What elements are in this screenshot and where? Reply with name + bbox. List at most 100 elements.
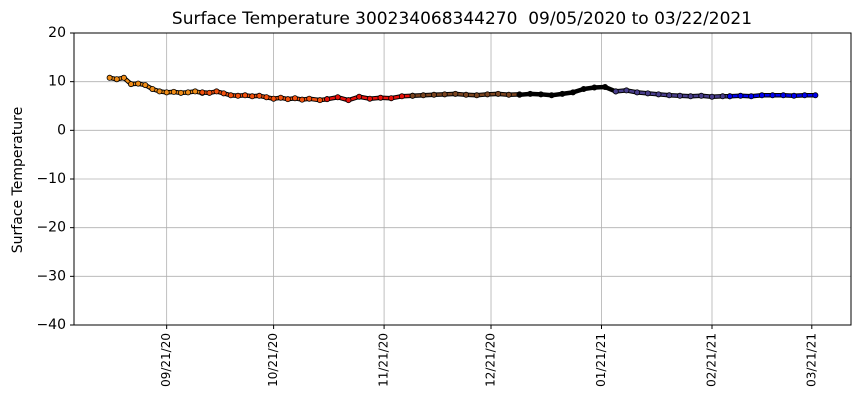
- data-point: [128, 81, 135, 88]
- data-point: [758, 92, 765, 99]
- data-point: [291, 95, 298, 102]
- series: [409, 90, 523, 99]
- data-point: [801, 92, 808, 99]
- data-point: [666, 92, 673, 99]
- series: [516, 84, 619, 99]
- data-point: [591, 84, 598, 91]
- series: [324, 92, 416, 104]
- data-point: [505, 91, 512, 98]
- x-tick-label: 09/21/20: [159, 333, 173, 387]
- data-point: [708, 93, 715, 100]
- plot-frame: [73, 32, 852, 326]
- data-point: [220, 90, 227, 97]
- data-point: [227, 92, 234, 99]
- data-point: [106, 74, 113, 81]
- data-point: [790, 92, 797, 99]
- data-point: [634, 89, 641, 96]
- data-point: [213, 88, 220, 95]
- data-point: [463, 91, 470, 98]
- data-point: [356, 93, 363, 100]
- series: [106, 74, 206, 96]
- data-point: [234, 92, 241, 99]
- data-point: [142, 82, 149, 89]
- data-point: [737, 92, 744, 99]
- y-tick-label: −30: [36, 268, 66, 284]
- data-point: [149, 85, 156, 92]
- data-point: [242, 92, 249, 99]
- y-tick-label: 20: [48, 25, 66, 41]
- data-point: [398, 93, 405, 100]
- data-point: [299, 96, 306, 103]
- data-point: [366, 95, 373, 102]
- data-point: [580, 85, 587, 92]
- data-point: [769, 92, 776, 99]
- data-point: [726, 93, 733, 100]
- data-point: [644, 90, 651, 97]
- data-point: [256, 92, 263, 99]
- y-axis-label: Surface Temperature: [10, 107, 26, 253]
- x-tick-label: 02/21/21: [704, 333, 718, 387]
- data-point: [484, 91, 491, 98]
- data-point: [812, 92, 819, 99]
- data-point: [199, 89, 206, 96]
- series-line-fill: [519, 85, 617, 97]
- data-point: [185, 89, 192, 96]
- data-point: [569, 89, 576, 96]
- data-point: [548, 92, 555, 99]
- data-point: [206, 89, 213, 96]
- data-point: [192, 88, 199, 95]
- data-point: [623, 87, 630, 94]
- data-point: [170, 88, 177, 95]
- data-point: [676, 92, 683, 99]
- data-point: [527, 90, 534, 97]
- data-point: [345, 97, 352, 104]
- data-point: [612, 88, 619, 95]
- y-tick-label: −40: [36, 317, 66, 333]
- data-point: [163, 89, 170, 96]
- data-point: [177, 89, 184, 96]
- data-point: [780, 92, 787, 99]
- data-point: [748, 93, 755, 100]
- data-point: [284, 96, 291, 103]
- data-point: [324, 96, 331, 103]
- series: [199, 88, 331, 104]
- data-point: [249, 93, 256, 100]
- x-tick-label: 11/21/20: [377, 333, 391, 387]
- data-point: [719, 93, 726, 100]
- series: [612, 87, 733, 100]
- data-point: [263, 94, 270, 101]
- data-point: [516, 91, 523, 98]
- data-point: [602, 84, 609, 91]
- data-point: [113, 76, 120, 83]
- data-point: [409, 92, 416, 99]
- data-point: [306, 95, 313, 102]
- series: [726, 92, 819, 100]
- data-point: [120, 74, 127, 81]
- data-point: [334, 94, 341, 101]
- data-point: [452, 90, 459, 97]
- data-point: [420, 92, 427, 99]
- data-point: [156, 88, 163, 95]
- y-tick-label: 0: [57, 122, 66, 138]
- chart-title: Surface Temperature 300234068344270 09/0…: [172, 9, 752, 29]
- x-tick-label: 03/21/21: [804, 333, 818, 387]
- data-point: [687, 93, 694, 100]
- data-point: [270, 95, 277, 102]
- data-point: [430, 91, 437, 98]
- y-tick-label: −10: [36, 171, 66, 187]
- data-point: [316, 97, 323, 104]
- data-point: [377, 94, 384, 101]
- x-tick-label: 12/21/20: [484, 333, 498, 387]
- x-tick-label: 10/21/20: [266, 333, 280, 387]
- data-point: [537, 91, 544, 98]
- data-point: [495, 90, 502, 97]
- y-tick-label: −20: [36, 220, 66, 236]
- x-tick-label: 01/21/21: [594, 333, 608, 387]
- data-point: [473, 92, 480, 99]
- data-point: [277, 94, 284, 101]
- data-point: [135, 80, 142, 87]
- y-tick-label: 10: [48, 74, 66, 90]
- data-point: [698, 92, 705, 99]
- data-point: [441, 91, 448, 98]
